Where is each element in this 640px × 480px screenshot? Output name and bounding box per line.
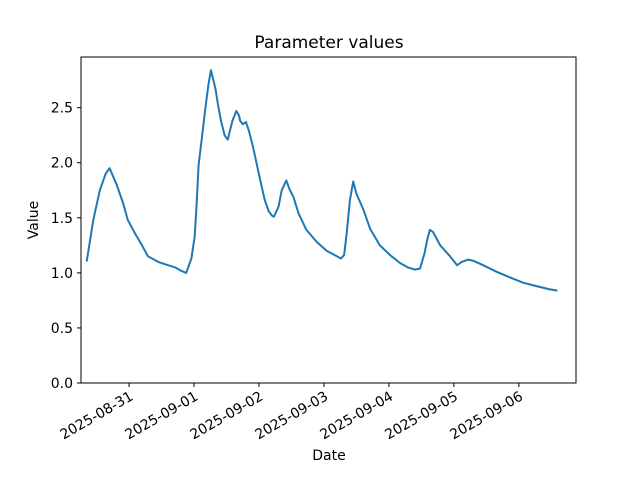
data-series (85, 69, 558, 292)
x-tick-label: 2025-09-01 (123, 389, 201, 444)
y-tick-label: 2.5 (51, 101, 73, 117)
y-tick-label: 1.5 (51, 211, 73, 227)
x-axis-ticks: 2025-08-312025-09-012025-09-022025-09-03… (58, 383, 526, 443)
x-tick-label: 2025-09-02 (188, 389, 266, 444)
chart-title: Parameter values (254, 33, 403, 53)
plot-area-frame (80, 56, 577, 384)
y-tick-label: 1.0 (51, 266, 73, 282)
y-tick-label: 0.5 (51, 321, 73, 337)
y-tick-label: 0.0 (51, 376, 73, 392)
parameter-value-series-line (85, 69, 558, 292)
x-axis-label: Date (312, 448, 345, 464)
x-tick-label: 2025-08-31 (58, 389, 136, 444)
y-axis-label: Value (26, 201, 42, 239)
y-tick-label: 2.0 (51, 156, 73, 172)
x-tick-label: 2025-09-05 (382, 389, 460, 444)
x-tick-label: 2025-09-04 (317, 389, 396, 444)
x-tick-label: 2025-09-03 (252, 389, 330, 444)
x-tick-label: 2025-09-06 (447, 389, 526, 444)
y-axis-ticks: 0.0 0.5 1.0 1.5 2.0 2.5 (51, 101, 81, 392)
